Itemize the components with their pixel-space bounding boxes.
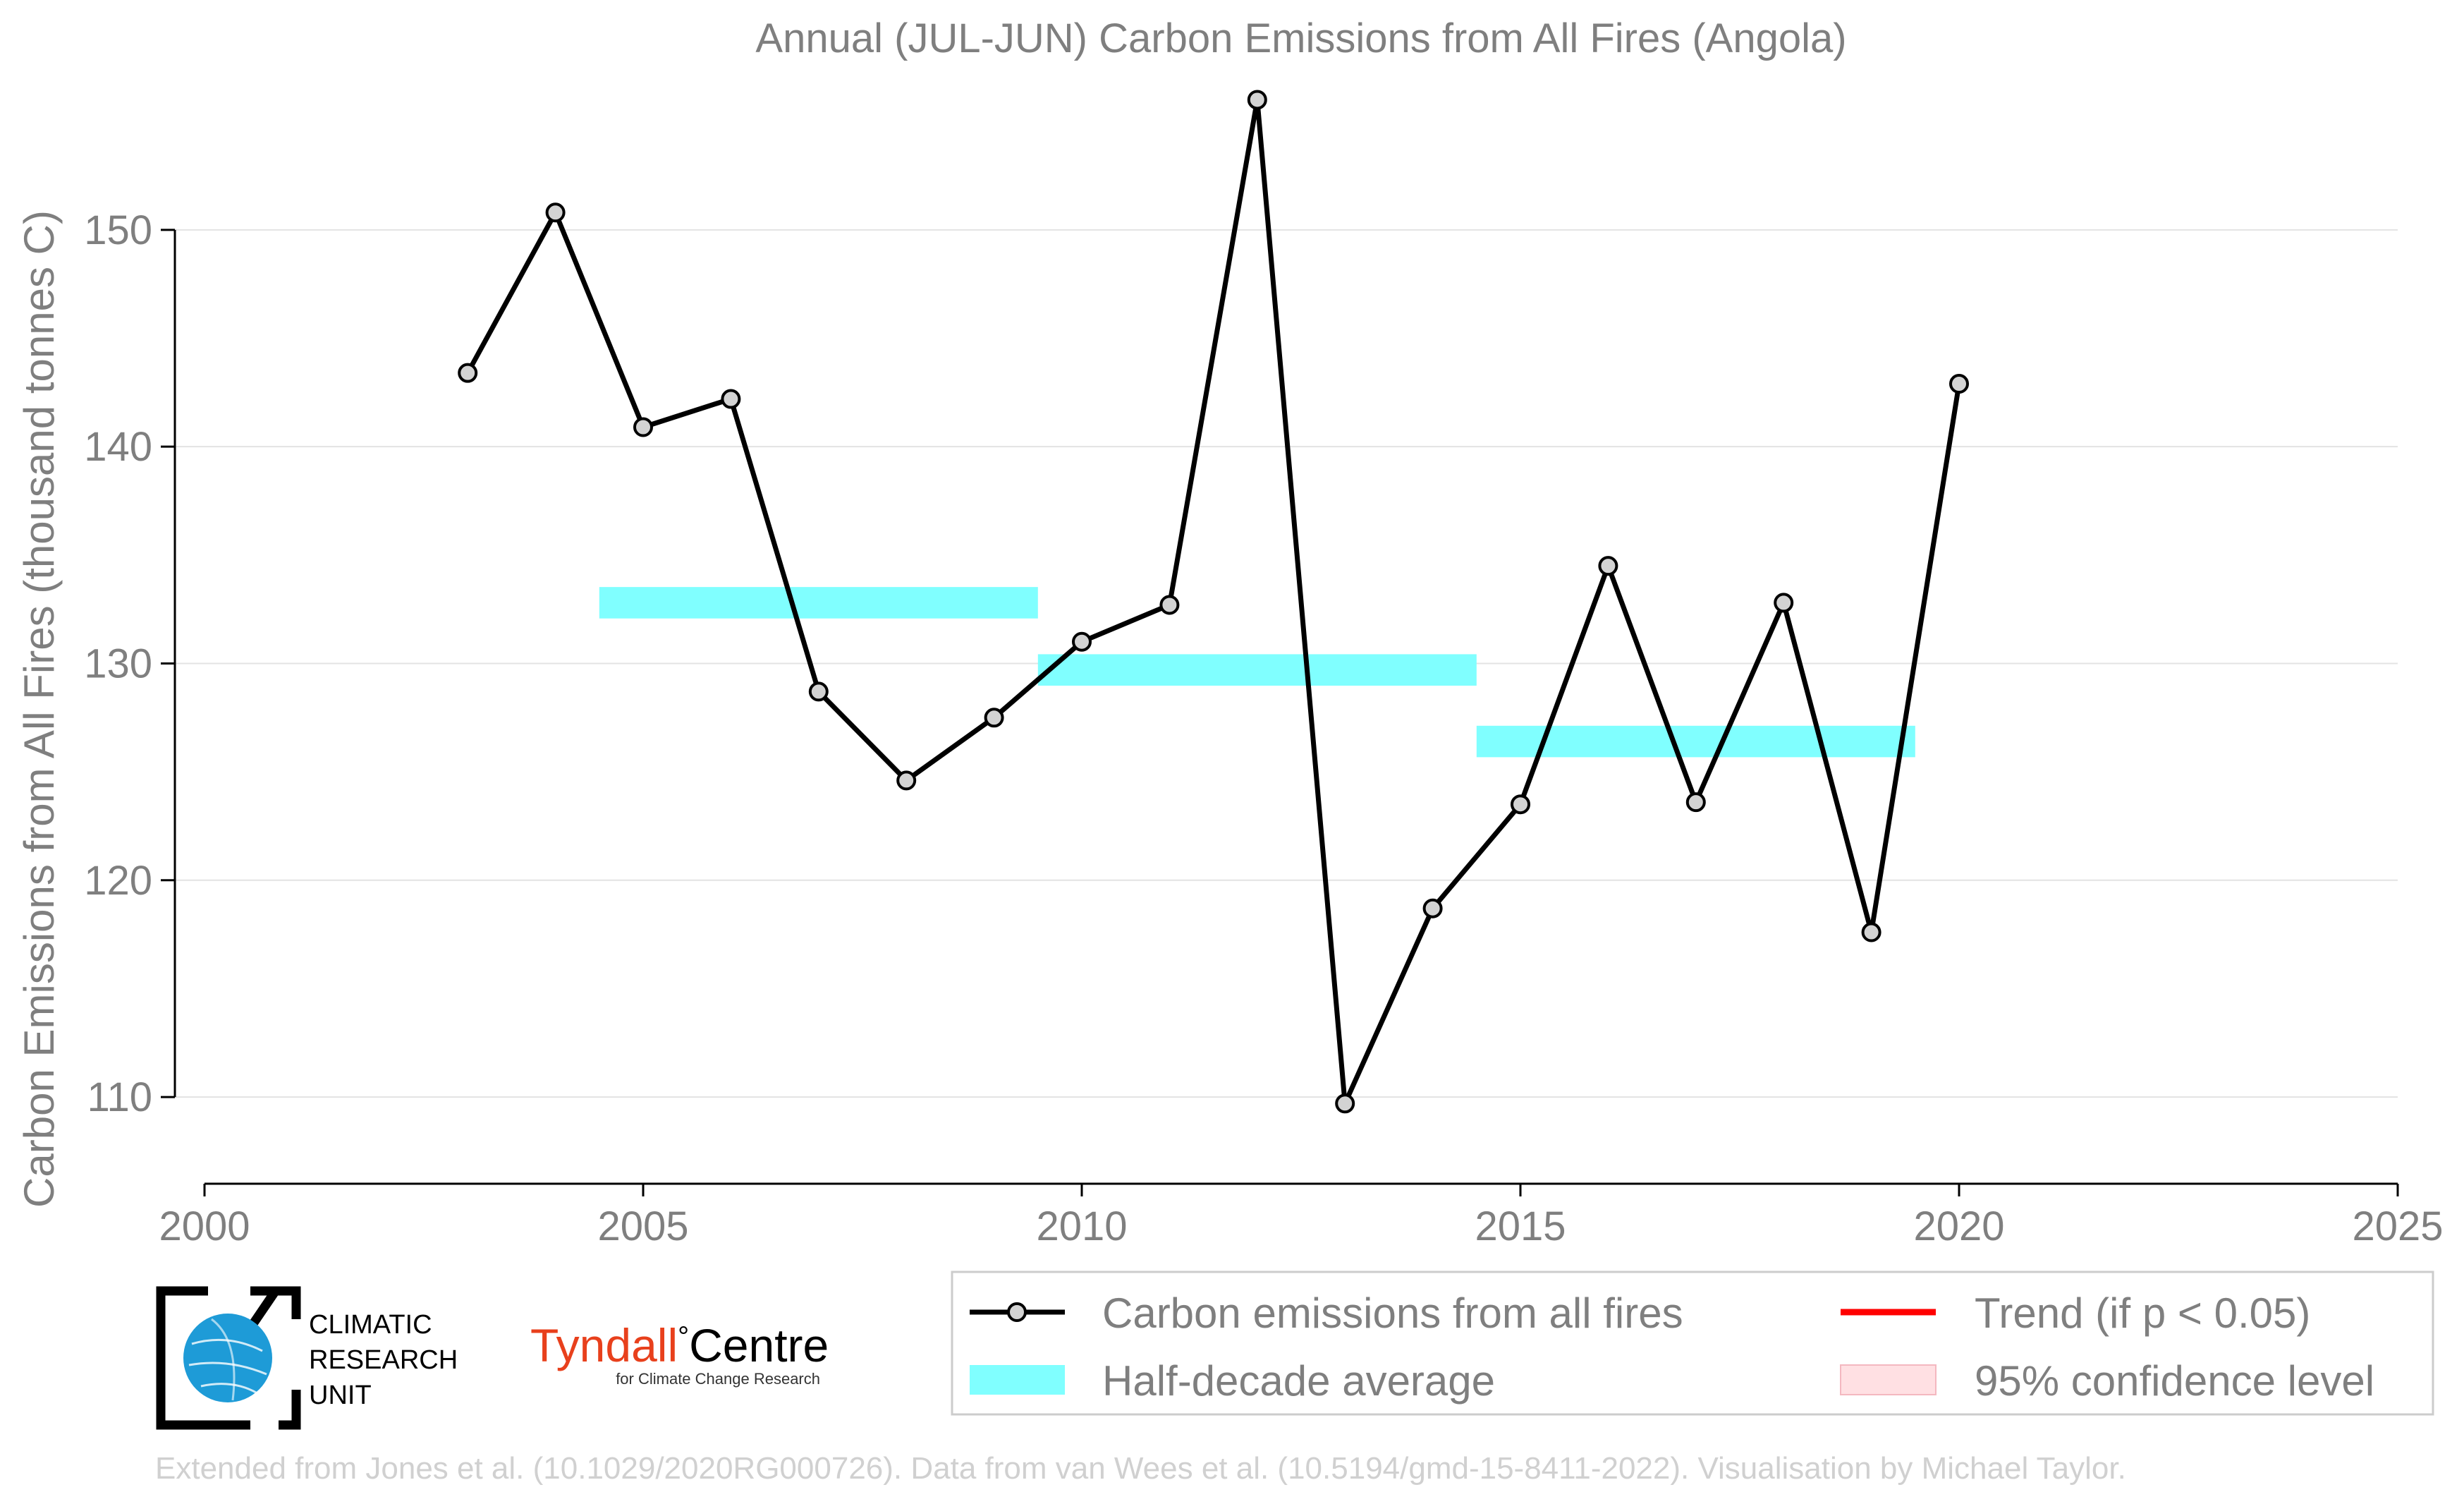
y-tick-label-130: 130	[84, 641, 152, 686]
tyndall-name-b: Centre	[689, 1319, 829, 1371]
tyndall-name-a: Tyndall	[530, 1319, 678, 1371]
data-point-2004	[545, 202, 566, 223]
cru-logo-bracket-left	[156, 1286, 250, 1430]
legend-label-emissions: Carbon emissions from all fires	[1102, 1290, 1683, 1337]
y-tick-label-140: 140	[84, 424, 152, 470]
legend-item-trend: Trend (if p < 0.05)	[1841, 1290, 2310, 1337]
legend-frame	[951, 1270, 2434, 1416]
cru-logo-line3: UNIT	[309, 1381, 372, 1410]
y-tick-label-120: 120	[84, 858, 152, 904]
cru-globe-icon	[183, 1314, 272, 1402]
data-point-2017	[1685, 792, 1706, 813]
legend-item-emissions: Carbon emissions from all fires	[970, 1290, 1683, 1337]
legend-label-trend: Trend (if p < 0.05)	[1975, 1290, 2310, 1337]
half-decade-bar-0	[599, 587, 1038, 619]
legend-label-half-decade: Half-decade average	[1102, 1357, 1495, 1405]
data-point-2006	[721, 389, 741, 409]
tyndall-degree: °	[678, 1321, 689, 1352]
emissions-series	[458, 90, 1969, 1114]
cru-logo-line1: CLIMATIC	[309, 1310, 432, 1340]
legend-item-half-decade: Half-decade average	[970, 1357, 1495, 1405]
x-axis: 2000 2005 2010 2015 2020 2025	[159, 1182, 2444, 1249]
y-axis-label: Carbon Emissions from All Fires (thousan…	[16, 210, 63, 1208]
tyndall-logo-subtitle: for Climate Change Research	[616, 1370, 820, 1388]
data-point-2009	[984, 708, 1004, 728]
x-tick-label-2020: 2020	[1913, 1203, 2004, 1249]
data-point-2018	[1774, 593, 1794, 613]
data-point-2012	[1247, 90, 1267, 110]
x-tick-label-2000: 2000	[159, 1203, 250, 1249]
legend-item-confidence: 95% confidence level	[1840, 1357, 2374, 1405]
y-tick-label-150: 150	[84, 207, 152, 253]
data-point-2019	[1861, 922, 1881, 942]
legend-confidence-swatch	[1840, 1364, 1937, 1395]
data-point-2005	[633, 417, 653, 437]
y-axis: 110 120 130 140 150	[84, 207, 176, 1120]
data-point-2007	[808, 681, 829, 702]
data-point-2008	[896, 770, 917, 791]
tyndall-logo-wordmark: Tyndall°Centre	[530, 1319, 829, 1371]
legend-label-confidence: 95% confidence level	[1975, 1357, 2374, 1405]
y-tick-label-110: 110	[87, 1074, 152, 1120]
tyndall-logo: Tyndall°Centre for Climate Change Resear…	[530, 1319, 829, 1388]
x-tick-label-2015: 2015	[1475, 1203, 1566, 1249]
data-point-2015	[1511, 794, 1530, 815]
cru-logo: CLIMATIC RESEARCH UNIT	[156, 1286, 458, 1430]
cru-logo-bracket-right	[250, 1286, 301, 1430]
data-point-2010	[1072, 631, 1092, 652]
data-point-2014	[1422, 898, 1443, 918]
chart-title: Annual (JUL-JUN) Carbon Emissions from A…	[755, 16, 1846, 61]
x-tick-label-2010: 2010	[1036, 1203, 1127, 1249]
data-point-2016	[1598, 556, 1618, 576]
data-point-2003	[458, 363, 478, 383]
legend-half-decade-swatch	[970, 1365, 1065, 1395]
data-point-2013	[1335, 1093, 1355, 1114]
emissions-line	[465, 97, 1962, 1106]
data-point-2011	[1159, 595, 1180, 615]
data-point-2020	[1949, 374, 1969, 394]
half-decade-bar-1	[1037, 654, 1477, 686]
legend-marker	[1007, 1302, 1027, 1322]
legend: Carbon emissions from all fires Trend (i…	[951, 1270, 2434, 1416]
x-tick-label-2005: 2005	[597, 1203, 688, 1249]
x-tick-label-2025: 2025	[2352, 1203, 2443, 1249]
cru-logo-line2: RESEARCH	[309, 1345, 458, 1375]
footer-credit: Extended from Jones et al. (10.1029/2020…	[155, 1451, 2126, 1486]
